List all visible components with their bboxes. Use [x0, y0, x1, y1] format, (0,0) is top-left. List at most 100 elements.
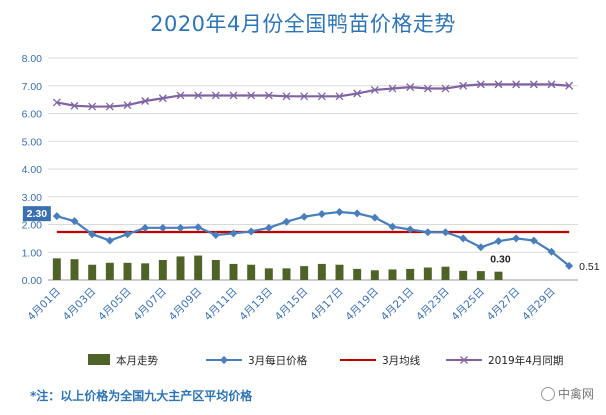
bar	[70, 259, 79, 280]
x-axis-ticks: 4月01日4月03日4月05日4月07日4月09日4月11日4月13日4月15日…	[25, 286, 557, 324]
y-tick-label: 8.00	[22, 53, 43, 65]
x-tick-label: 4月25日	[449, 286, 487, 324]
marker-daily	[459, 234, 468, 243]
y-tick-label: 4.00	[22, 164, 43, 176]
x-tick-label: 4月07日	[131, 286, 169, 324]
marker-2019	[123, 101, 132, 110]
marker-2019	[264, 91, 273, 100]
data-label: 0.51	[579, 261, 600, 273]
y-tick-label: 5.00	[22, 136, 43, 148]
marker-daily	[353, 209, 362, 218]
legend-label: 2019年4月同期	[488, 354, 563, 367]
marker-daily	[88, 230, 97, 239]
bar	[141, 263, 150, 280]
marker-daily	[317, 209, 326, 218]
marker-daily	[547, 247, 556, 256]
marker-2019	[194, 91, 203, 100]
bar	[494, 271, 503, 280]
marker-daily	[406, 225, 415, 234]
marker-2019	[105, 102, 114, 111]
y-tick-label: 1.00	[22, 247, 43, 259]
marker-2019	[52, 98, 61, 107]
x-tick-label: 4月03日	[61, 286, 99, 324]
data-labels: 2.30 0.30 0.51	[22, 206, 600, 273]
marker-2019	[423, 84, 432, 93]
marker-2019	[388, 84, 397, 93]
x-tick-label: 4月27日	[485, 286, 523, 324]
x-tick-label: 4月11日	[202, 286, 240, 324]
marker-2019	[141, 97, 150, 105]
x-tick-label: 4月21日	[379, 286, 417, 324]
marker-daily	[494, 237, 503, 246]
legend: 本月走势 3月每日价格 3月均线 2019年4月同期	[88, 354, 563, 367]
marker-2019	[370, 85, 379, 94]
chart-title: 2020年4月份全国鸭苗价格走势	[150, 12, 456, 36]
watermark-text: 中禽网	[557, 387, 594, 401]
marker-2019	[158, 94, 167, 103]
bar	[459, 270, 468, 280]
bar-series	[52, 255, 503, 280]
y-tick-label: 6.00	[22, 109, 43, 121]
x-tick-label: 4月19日	[343, 286, 381, 324]
x-tick-label: 4月15日	[273, 286, 311, 324]
marker-2019	[229, 91, 238, 100]
marker-daily	[211, 231, 220, 240]
y-tick-label: 0.00	[22, 275, 43, 287]
marker-2019	[88, 102, 97, 111]
marker-2019	[211, 91, 220, 100]
watermark: 中禽网	[540, 385, 594, 402]
bar	[123, 262, 132, 280]
legend-marker	[220, 356, 228, 364]
marker-daily	[441, 228, 450, 237]
marker-2019	[476, 80, 485, 89]
marker-2019	[512, 80, 521, 89]
legend-marker	[460, 356, 468, 364]
marker-daily	[52, 212, 61, 221]
marker-daily	[264, 223, 273, 232]
bar	[211, 260, 220, 280]
marker-daily	[123, 230, 132, 239]
x-tick-label: 4月29日	[520, 286, 558, 324]
y-tick-label: 3.00	[22, 192, 43, 204]
bar	[282, 268, 291, 280]
marker-2019	[529, 80, 538, 89]
bar	[476, 271, 485, 280]
data-label: 0.30	[490, 254, 511, 266]
line-series	[52, 80, 574, 270]
legend-swatch	[88, 354, 110, 365]
bar	[388, 269, 397, 280]
footnote: *注：以上价格为全国九大主产区平均价格	[30, 389, 253, 403]
bar	[194, 255, 203, 280]
marker-2019	[565, 81, 574, 90]
bar	[406, 268, 415, 280]
line-2019	[56, 83, 570, 108]
bar	[176, 256, 185, 280]
marker-2019	[247, 91, 256, 100]
marker-daily	[300, 212, 309, 221]
marker-daily	[229, 229, 238, 238]
marker-daily	[423, 228, 432, 237]
marker-daily	[176, 223, 185, 232]
bar	[370, 270, 379, 280]
marker-2019	[300, 92, 309, 101]
data-label-box	[22, 206, 51, 222]
x-tick-label: 4月17日	[308, 286, 346, 324]
marker-daily	[194, 223, 203, 232]
marker-2019	[494, 80, 503, 89]
bar	[158, 260, 167, 280]
marker-daily	[158, 223, 167, 232]
marker-daily	[388, 222, 397, 231]
marker-2019	[547, 80, 556, 89]
legend-label: 3月均线	[382, 354, 421, 367]
x-tick-label: 4月01日	[25, 286, 63, 324]
marker-2019	[353, 89, 362, 98]
marker-2019	[459, 81, 468, 90]
bar	[88, 264, 97, 280]
marker-daily	[512, 234, 521, 243]
marker-daily	[529, 236, 538, 245]
marker-2019	[335, 92, 344, 101]
marker-daily	[105, 236, 114, 245]
bar	[247, 264, 256, 280]
marker-2019	[282, 92, 291, 101]
